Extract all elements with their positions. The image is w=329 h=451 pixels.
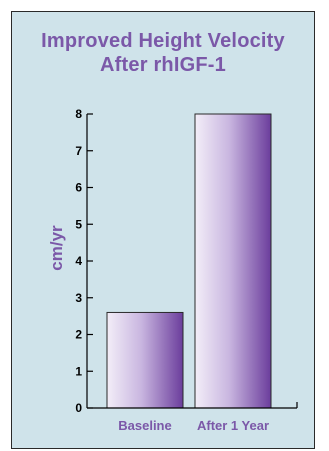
y-tick-label: 4 (75, 254, 82, 268)
x-tick-label: Baseline (118, 418, 171, 433)
y-tick-label: 5 (75, 217, 82, 231)
y-tick-label: 1 (75, 364, 82, 378)
y-tick-label: 7 (75, 144, 82, 158)
bar-baseline (106, 311, 184, 409)
chart-title: Improved Height Velocity (41, 30, 285, 52)
x-tick-label: After 1 Year (197, 418, 269, 433)
chart-subtitle: After rhIGF-1 (100, 54, 226, 76)
y-axis-label: cm/yr (47, 225, 66, 271)
y-tick-label: 2 (75, 328, 82, 342)
y-tick-label: 0 (75, 401, 82, 415)
y-tick-label: 3 (75, 291, 82, 305)
y-tick-label: 8 (75, 107, 82, 121)
bar-after-1-year (194, 113, 272, 409)
y-tick-label: 6 (75, 181, 82, 195)
